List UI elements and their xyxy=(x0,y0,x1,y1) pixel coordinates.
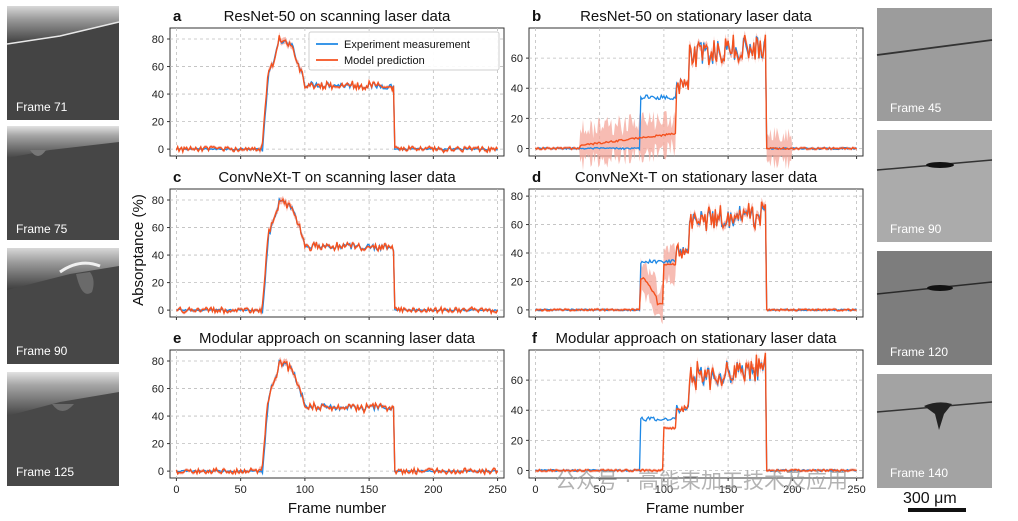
y-tick-label-c-0: 0 xyxy=(158,305,164,317)
x-tick-label-f-50: 50 xyxy=(594,484,606,496)
x-tick-label-e-0: 0 xyxy=(173,484,179,496)
y-tick-label-b-0: 0 xyxy=(517,143,523,155)
x-tick-label-e-250: 250 xyxy=(488,484,506,496)
y-axis-label: Absorptance (%) xyxy=(130,194,147,306)
right-frame-label-2: Frame 90 xyxy=(890,222,942,236)
series-prediction-a xyxy=(175,35,499,155)
x-axis-label-left: Frame number xyxy=(288,500,386,517)
panel-letter-b: b xyxy=(532,8,541,25)
right-frame-label-1: Frame 45 xyxy=(890,101,942,115)
right-image-column: Frame 45 Frame 90 Frame 120 Frame 140 xyxy=(876,8,993,488)
y-tick-label-b-20: 20 xyxy=(511,113,523,125)
y-tick-label-c-40: 40 xyxy=(152,250,164,262)
y-tick-label-d-80: 80 xyxy=(511,191,523,203)
y-tick-label-d-20: 20 xyxy=(511,276,523,288)
y-tick-label-c-80: 80 xyxy=(152,195,164,207)
x-tick-label-e-100: 100 xyxy=(296,484,314,496)
y-tick-label-e-80: 80 xyxy=(152,356,164,368)
panel-title-f: Modular approach on stationary laser dat… xyxy=(555,330,837,347)
x-tick-label-f-200: 200 xyxy=(783,484,801,496)
x-tick-label-f-250: 250 xyxy=(847,484,865,496)
watermark: 公众号 · 高能束加工技术及应用 xyxy=(555,469,848,493)
y-tick-label-c-20: 20 xyxy=(152,278,164,290)
uncertainty-band-b xyxy=(535,30,857,171)
series-prediction-d xyxy=(534,201,857,312)
y-tick-label-b-60: 60 xyxy=(511,53,523,65)
y-tick-label-f-40: 40 xyxy=(511,405,523,417)
scale-bar-label: 300 μm xyxy=(903,490,957,507)
y-tick-label-a-0: 0 xyxy=(158,144,164,156)
panel-title-a: ResNet-50 on scanning laser data xyxy=(224,8,451,25)
panel-f: 0 50 100 150 200 250 0 20 40 60 f Modular approach … xyxy=(511,330,866,496)
panel-letter-f: f xyxy=(532,330,538,347)
left-image-frame-125: Frame 125 xyxy=(7,372,119,486)
legend-entry-prediction: Model prediction xyxy=(344,55,425,67)
x-tick-label-f-150: 150 xyxy=(719,484,737,496)
panel-letter-c: c xyxy=(173,169,181,186)
x-tick-label-f-100: 100 xyxy=(655,484,673,496)
panel-c-frame xyxy=(169,188,505,318)
panel-d: 0 20 40 60 80 d ConvNeXt-T on stationary laser… xyxy=(511,169,864,325)
scale-bar xyxy=(908,508,966,512)
y-tick-label-e-20: 20 xyxy=(152,439,164,451)
right-image-frame-45: Frame 45 xyxy=(876,8,993,121)
left-frame-label-3: Frame 90 xyxy=(16,344,68,358)
x-tick-label-e-50: 50 xyxy=(235,484,247,496)
left-frame-label-1: Frame 71 xyxy=(16,100,68,114)
chart-panels: 0 20 40 60 80 a ResNet-50 on scanning laser da… xyxy=(152,8,866,496)
y-tick-label-a-20: 20 xyxy=(152,117,164,129)
panel-letter-e: e xyxy=(173,330,181,347)
panel-b: 0 20 40 60 b ResNet-50 on stationary laser da… xyxy=(511,8,864,171)
legend-entry-experiment: Experiment measurement xyxy=(344,39,470,51)
panel-c: 0 20 40 60 80 c ConvNeXt-T on scanning laser d… xyxy=(152,169,505,320)
y-tick-label-f-0: 0 xyxy=(517,465,523,477)
y-tick-label-c-60: 60 xyxy=(152,223,164,235)
y-tick-label-a-60: 60 xyxy=(152,62,164,74)
y-tick-label-d-0: 0 xyxy=(517,305,523,317)
right-image-frame-140: Frame 140 xyxy=(876,374,993,488)
y-tick-label-e-0: 0 xyxy=(158,466,164,478)
left-frame-label-2: Frame 75 xyxy=(16,222,68,236)
right-frame-label-3: Frame 120 xyxy=(890,345,948,359)
panel-letter-a: a xyxy=(173,8,182,25)
y-tick-label-f-60: 60 xyxy=(511,375,523,387)
y-tick-label-e-60: 60 xyxy=(152,384,164,396)
left-image-frame-90: Frame 90 xyxy=(7,248,119,364)
y-tick-label-d-40: 40 xyxy=(511,248,523,260)
panel-a: 0 20 40 60 80 a ResNet-50 on scanning laser da… xyxy=(152,8,505,159)
panel-letter-d: d xyxy=(532,169,541,186)
y-tick-label-a-80: 80 xyxy=(152,34,164,46)
panel-b-frame xyxy=(528,27,864,157)
y-tick-label-e-40: 40 xyxy=(152,411,164,423)
legend: Experiment measurement Model prediction xyxy=(308,31,500,71)
panel-title-c: ConvNeXt-T on scanning laser data xyxy=(218,169,456,186)
x-tick-label-f-0: 0 xyxy=(532,484,538,496)
left-frame-label-4: Frame 125 xyxy=(16,465,74,479)
y-tick-label-a-40: 40 xyxy=(152,89,164,101)
left-image-frame-75: Frame 75 xyxy=(7,126,119,240)
y-tick-label-b-40: 40 xyxy=(511,83,523,95)
series-prediction-f xyxy=(535,352,857,473)
y-tick-label-d-60: 60 xyxy=(511,220,523,232)
y-tick-label-f-20: 20 xyxy=(511,435,523,447)
x-tick-label-e-150: 150 xyxy=(360,484,378,496)
panel-f-frame xyxy=(528,349,864,479)
panel-title-b: ResNet-50 on stationary laser data xyxy=(580,8,812,25)
panel-title-d: ConvNeXt-T on stationary laser data xyxy=(575,169,818,186)
series-prediction-c xyxy=(176,197,499,316)
series-prediction-b xyxy=(534,34,857,151)
x-axis-label-right: Frame number xyxy=(646,500,744,517)
right-image-frame-120: Frame 120 xyxy=(876,251,993,365)
panel-title-e: Modular approach on scanning laser data xyxy=(199,330,476,347)
right-frame-label-4: Frame 140 xyxy=(890,466,948,480)
left-image-frame-71: Frame 71 xyxy=(6,6,120,120)
right-image-frame-90: Frame 90 xyxy=(876,130,993,242)
x-tick-label-e-200: 200 xyxy=(424,484,442,496)
left-image-column: Frame 71 Frame 75 Frame 90 Frame 125 xyxy=(6,6,120,486)
panel-e: 0 50 100 150 200 250 0 20 40 60 80 e Modular approac… xyxy=(152,330,507,496)
series-prediction-e xyxy=(175,359,499,477)
panel-e-frame xyxy=(169,349,505,479)
